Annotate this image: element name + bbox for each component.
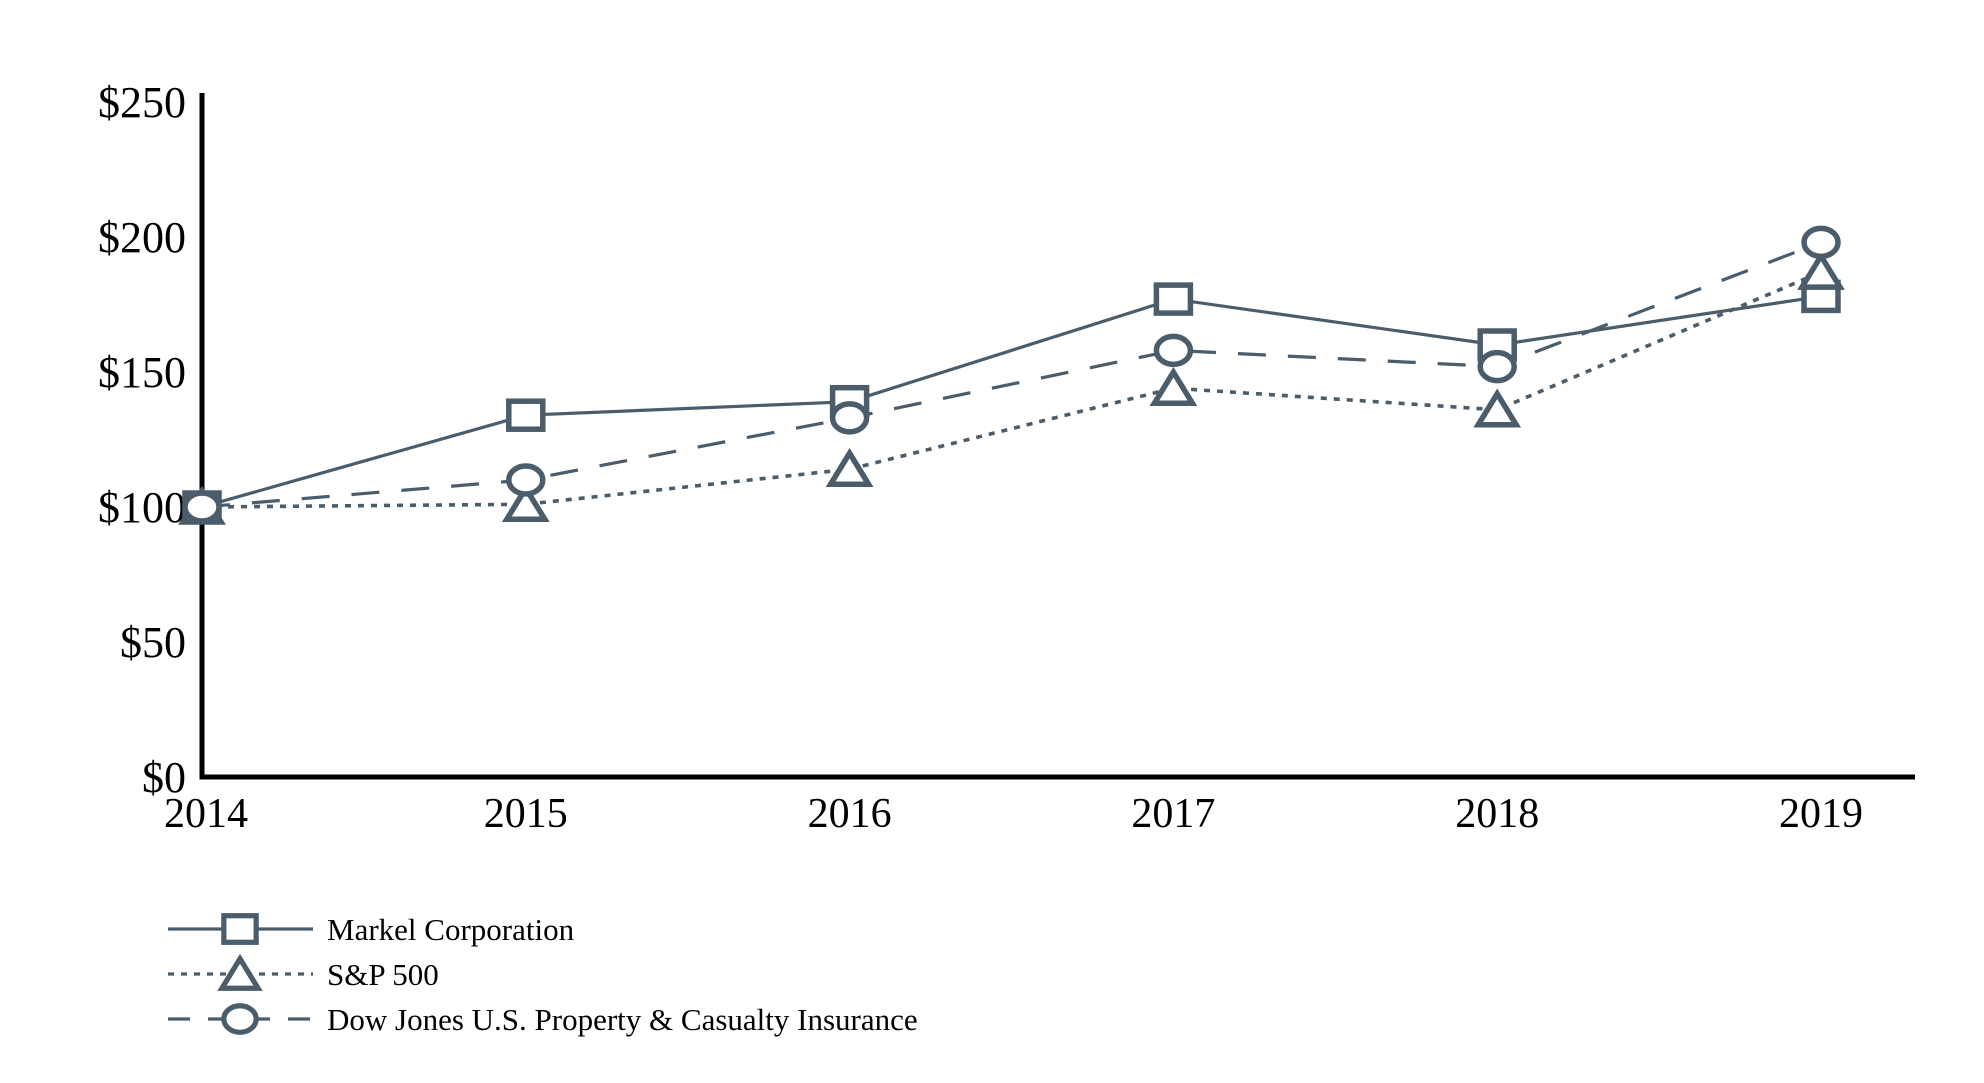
marker-square-2017 [1153,282,1194,316]
x-tick-label: 2018 [1455,791,1539,837]
legend-marker-circle [221,1003,259,1035]
series-markel-corporation [182,279,1841,524]
y-tick-label: $50 [120,618,186,667]
axes [199,93,1915,780]
legend-label: S&P 500 [327,957,439,992]
series-s-p-500 [178,250,1845,525]
legend: Markel Corporation S&P 500 Dow Jones U.S. … [168,912,918,1037]
y-tick-label: $100 [98,483,186,532]
marker-triangle-2017 [1149,366,1198,406]
legend-label: Dow Jones U.S. Property & Casualty Insur… [327,1002,918,1037]
series-line-dow-jones-u-s-property-casualty-insurance [201,240,1822,509]
marker-circle-2018 [1477,349,1517,384]
x-tick-label: 2015 [484,791,568,837]
marker-circle-2019 [1801,225,1841,260]
marker-circle-2015 [506,463,546,497]
legend-item-s-p-500: S&P 500 [168,953,439,992]
series-plot-area [178,225,1845,525]
x-tick-label: 2014 [164,791,248,837]
marker-triangle-2018 [1473,388,1522,428]
marker-circle-2017 [1153,333,1194,368]
series-line-s-p-500 [201,270,1822,509]
y-tick-label: $0 [142,753,186,802]
x-axis-labels: 2014 2015 2016 2017 2018 2019 [164,791,1863,837]
series-line-markel-corporation [201,294,1822,509]
y-tick-label: $250 [98,78,186,127]
marker-circle-2016 [829,401,870,435]
legend-marker-triangle [217,953,263,991]
y-axis-labels: $0 $50 $100 $150 $200 $250 [98,78,186,802]
marker-triangle-2019 [1797,250,1845,290]
x-tick-label: 2016 [808,791,892,837]
marker-triangle-2015 [501,483,550,523]
marker-triangle-2016 [825,447,874,487]
marker-square-2015 [506,398,546,432]
legend-marker-square [221,913,259,945]
y-tick-label: $150 [98,348,186,397]
y-tick-label: $200 [98,213,186,262]
x-tick-label: 2019 [1779,791,1863,837]
legend-label: Markel Corporation [327,912,575,947]
x-tick-label: 2017 [1131,791,1215,837]
legend-item-dow-jones-u-s-property-casualty-insurance: Dow Jones U.S. Property & Casualty Insur… [168,1002,918,1037]
series-dow-jones-u-s-property-casualty-insurance [182,225,1841,524]
legend-item-markel-corporation: Markel Corporation [168,912,575,947]
marker-circle-2014 [182,490,222,524]
